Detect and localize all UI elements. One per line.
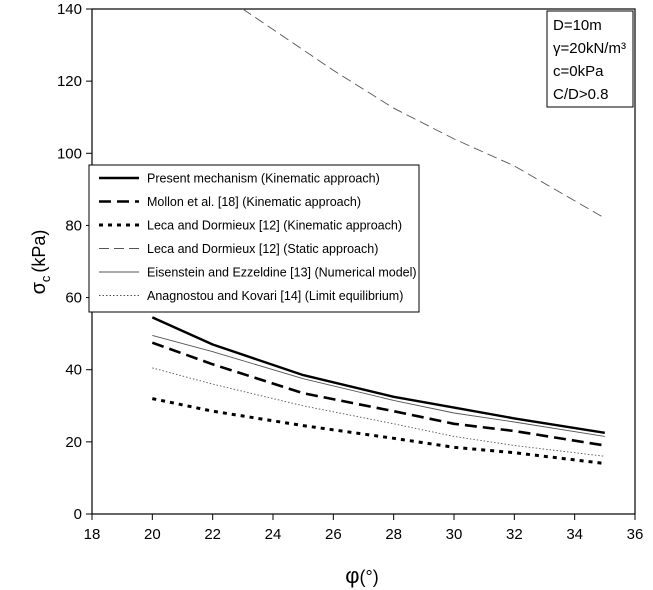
series-line-5 (152, 334, 605, 437)
series-line-3 (151, 397, 605, 465)
y-axis-title: σc(kPa) (28, 230, 53, 295)
param-unit-weight: γ=20kN/m³ (553, 40, 626, 57)
x-tick-label: 20 (144, 526, 161, 543)
y-tick-label: 40 (65, 362, 82, 379)
series-line-2 (151, 341, 606, 447)
legend: Present mechanism (Kinematic approach) Mo… (88, 164, 420, 313)
legend-label: Eisenstein and Ezzeldine [13] (Numerical… (147, 266, 417, 280)
param-cohesion: c=0kPa (553, 63, 604, 80)
x-tick-label: 18 (84, 526, 101, 543)
x-axis-title: φ(°) (345, 563, 378, 588)
x-tick-label: 22 (204, 526, 221, 543)
y-tick-label: 120 (57, 73, 82, 90)
param-diameter: D=10m (553, 17, 602, 34)
x-tick-label: 28 (385, 526, 402, 543)
legend-label: Mollon et al. [18] (Kinematic approach) (147, 195, 361, 209)
x-tick-group: 18 20 22 24 26 28 30 32 34 36 (84, 514, 644, 543)
series-lines (151, 8, 606, 465)
y-tick-label: 80 (65, 217, 82, 234)
y-tick-label: 140 (57, 1, 82, 18)
x-tick-label: 24 (265, 526, 282, 543)
legend-items: Present mechanism (Kinematic approach) Mo… (99, 172, 417, 303)
y-tick-label: 0 (74, 506, 82, 523)
x-tick-label: 34 (566, 526, 583, 543)
y-tick-label: 60 (65, 290, 82, 307)
parameter-box-frame (546, 10, 634, 108)
x-tick-label: 32 (506, 526, 523, 543)
x-tick-label: 30 (446, 526, 463, 543)
y-tick-group: 0 20 40 60 80 100 120 140 (57, 1, 92, 523)
y-tick-label: 100 (57, 145, 82, 162)
legend-label: Leca and Dormieux [12] (Kinematic approa… (147, 219, 402, 233)
legend-frame (88, 164, 420, 313)
series-line-4 (242, 8, 606, 219)
param-cover-ratio: C/D>0.8 (553, 86, 608, 103)
y-tick-label: 20 (65, 434, 82, 451)
x-tick-label: 26 (325, 526, 342, 543)
x-tick-label: 36 (627, 526, 644, 543)
legend-label: Leca and Dormieux [12] (Static approach) (147, 242, 378, 256)
parameter-box: D=10m γ=20kN/m³ c=0kPa C/D>0.8 (546, 10, 634, 108)
legend-label: Anagnostou and Kovari [14] (Limit equili… (147, 289, 403, 303)
series-line-1 (151, 316, 605, 434)
legend-label: Present mechanism (Kinematic approach) (147, 172, 380, 186)
